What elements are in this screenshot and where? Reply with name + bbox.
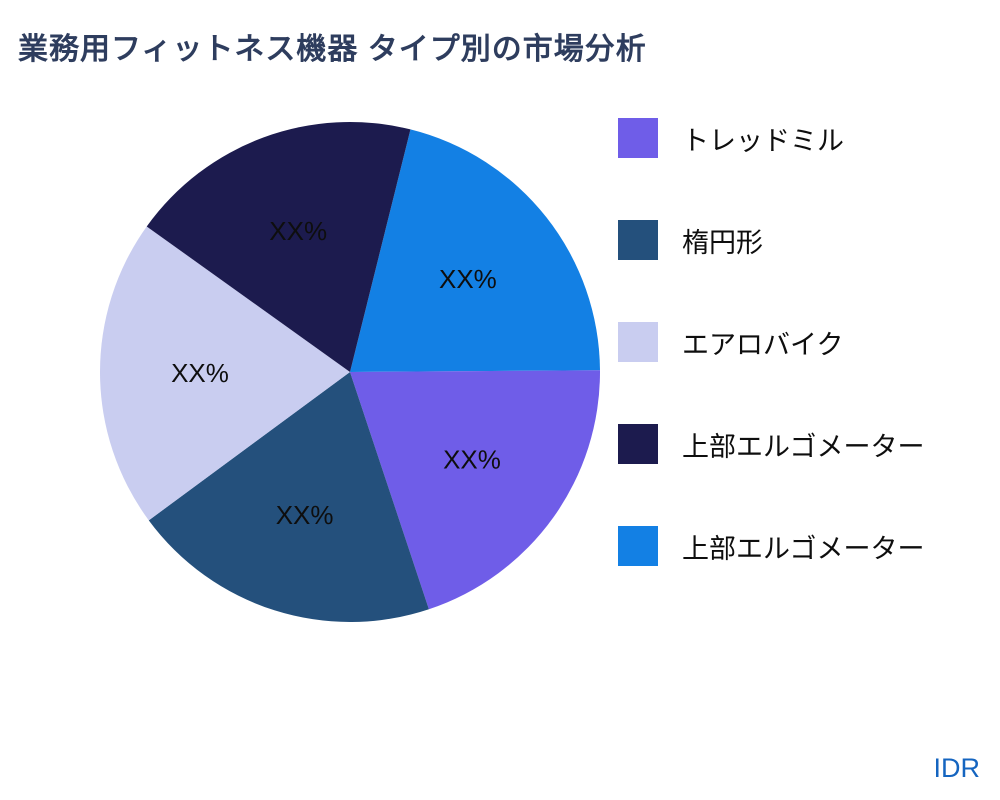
- legend-label-treadmill: トレッドミル: [682, 125, 844, 156]
- pie-slice-2: [148, 372, 429, 622]
- legend-label-upper-ergometer-2: 上部エルゴメーター: [682, 533, 925, 564]
- legend-swatch-treadmill: [618, 118, 658, 158]
- pie-slice-0: [350, 129, 600, 372]
- pie-slice-label-2: XX%: [276, 500, 334, 530]
- legend-item-elliptical: 楕円形: [618, 220, 924, 260]
- legend-swatch-upper-ergometer-1: [618, 424, 658, 464]
- legend-item-upper-ergometer-2: 上部エルゴメーター: [618, 526, 924, 566]
- chart-title: 業務用フィットネス機器 タイプ別の市場分析: [18, 33, 647, 66]
- pie-slice-3: [100, 226, 350, 521]
- legend-item-treadmill: トレッドミル: [618, 118, 924, 158]
- pie-slice-label-1: XX%: [443, 444, 501, 474]
- pie-slice-label-3: XX%: [171, 358, 229, 388]
- legend-swatch-elliptical: [618, 220, 658, 260]
- legend-label-upper-ergometer-1: 上部エルゴメーター: [682, 431, 925, 462]
- pie-slice-4: [146, 122, 411, 372]
- watermark-idr: IDR: [933, 753, 981, 783]
- legend-label-elliptical: 楕円形: [682, 227, 763, 258]
- legend-item-exercise-bike: エアロバイク: [618, 322, 924, 362]
- legend-swatch-exercise-bike: [618, 322, 658, 362]
- legend-label-exercise-bike: エアロバイク: [682, 329, 844, 360]
- pie-slice-label-4: XX%: [269, 216, 327, 246]
- pie-slice-1: [350, 370, 600, 610]
- legend: トレッドミル 楕円形 エアロバイク 上部エルゴメーター 上部エルゴメーター: [618, 118, 924, 566]
- legend-swatch-upper-ergometer-2: [618, 526, 658, 566]
- legend-item-upper-ergometer-1: 上部エルゴメーター: [618, 424, 924, 464]
- pie-slice-label-0: XX%: [439, 264, 497, 294]
